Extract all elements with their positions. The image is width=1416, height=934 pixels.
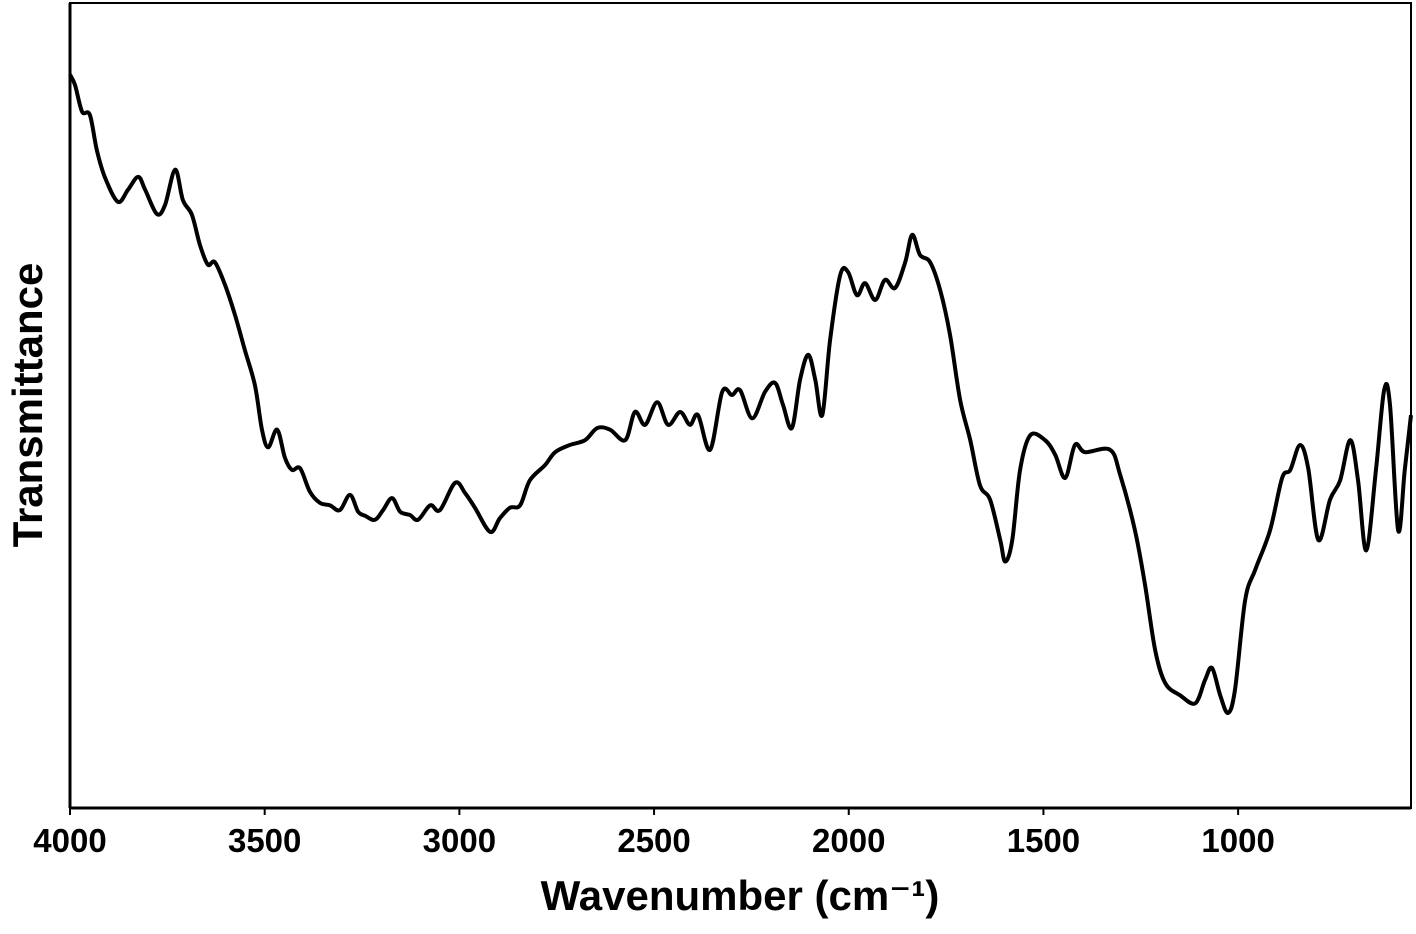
x-tick-label: 1500 [1007, 822, 1080, 859]
spectrum-line [68, 73, 1413, 716]
x-tick-label: 1000 [1201, 822, 1274, 859]
x-tick-label: 3000 [423, 822, 496, 859]
x-tick-label: 4000 [33, 822, 106, 859]
x-tick-label: 2000 [812, 822, 885, 859]
x-tick-label: 3500 [228, 822, 301, 859]
x-axis-title: Wavenumber (cm⁻¹) [541, 872, 940, 919]
y-axis-title: Transmittance [4, 263, 51, 548]
x-tick-label: 2500 [617, 822, 690, 859]
plot-frame [69, 2, 1412, 809]
